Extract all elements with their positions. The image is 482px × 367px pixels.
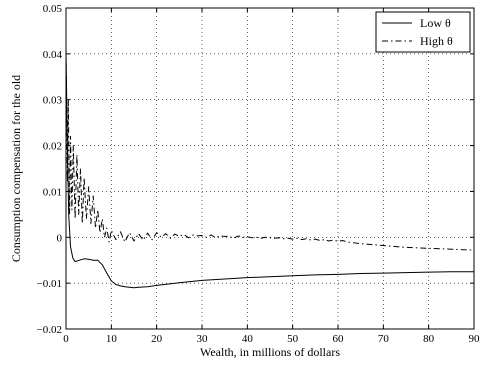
y-tick-label: 0.02 — [43, 141, 62, 153]
plot-frame — [65, 7, 475, 330]
legend-box — [375, 11, 471, 53]
y-tick-label: −0.02 — [37, 324, 62, 336]
x-tick-label: 30 — [197, 333, 209, 345]
series-line-high-theta — [65, 49, 475, 251]
axis-ticks — [65, 7, 475, 330]
legend-label: Low θ — [420, 16, 451, 30]
y-axis-label: Consumption compensation for the old — [9, 75, 23, 262]
x-tick-label: 60 — [333, 333, 345, 345]
y-tick-label: −0.01 — [37, 278, 62, 290]
y-tick-label: 0.01 — [43, 186, 62, 198]
x-tick-label: 10 — [106, 333, 118, 345]
legend: Low θ High θ — [375, 11, 471, 53]
series-line-low-theta — [65, 53, 474, 289]
x-tick-label: 90 — [469, 333, 481, 345]
x-axis-label: Wealth, in millions of dollars — [200, 345, 340, 359]
x-tick-label: 70 — [378, 333, 390, 345]
grid-lines — [66, 8, 474, 329]
y-tick-label: 0 — [57, 232, 63, 244]
x-tick-label: 40 — [242, 333, 254, 345]
x-tick-label: 20 — [151, 333, 163, 345]
legend-label: High θ — [420, 34, 453, 48]
y-tick-label: 0.04 — [43, 49, 63, 61]
y-tick-label: 0.03 — [43, 95, 63, 107]
y-tick-label: 0.05 — [43, 3, 63, 15]
series-layer — [65, 49, 475, 289]
x-tick-label: 80 — [423, 333, 435, 345]
x-tick-label: 0 — [63, 333, 69, 345]
tick-labels: 0 10 20 30 40 50 60 70 80 90 −0.02 −0.01 0 0.01 0.02 0.… — [37, 3, 480, 345]
x-tick-label: 50 — [287, 333, 299, 345]
